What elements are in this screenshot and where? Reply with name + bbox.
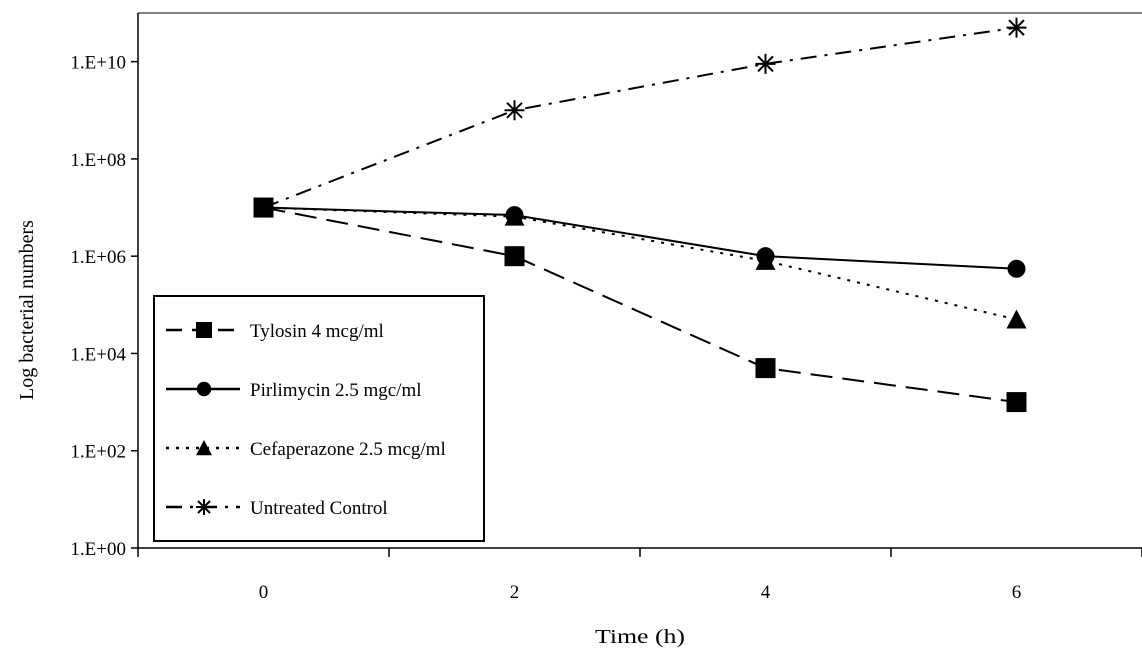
y-axis-title: Log bacterial numbers (16, 220, 38, 400)
series-1 (254, 198, 1026, 278)
triangle-marker (196, 440, 212, 456)
square-marker (196, 322, 212, 338)
y-tick-label: 1.E+06 (70, 247, 126, 268)
square-marker (504, 246, 525, 267)
legend-item: Pirlimycin 2.5 mgc/ml (166, 380, 422, 401)
legend: Tylosin 4 mcg/ml Pirlimycin 2.5 mgc/ml Cef… (153, 295, 485, 542)
x-axis-title: Time (h) (595, 626, 685, 648)
series-line (263, 206, 1017, 270)
asterisk-marker (196, 499, 212, 515)
asterisk-marker (755, 53, 776, 74)
y-tick-label: 1.E+04 (70, 344, 126, 365)
triangle-marker (755, 250, 776, 270)
x-axis-ticks: 0 2 4 6 (137, 548, 1142, 603)
triangle-marker (504, 206, 525, 226)
legend-label: Untreated Control (250, 498, 388, 519)
y-tick-label: 1.E+10 (70, 53, 126, 74)
y-tick-label: 1.E+02 (70, 442, 126, 463)
circle-marker (1007, 259, 1026, 278)
x-tick-label: 2 (510, 582, 520, 603)
y-tick-label: 1.E+00 (70, 539, 126, 560)
legend-item: Cefaperazone 2.5 mcg/ml (166, 439, 446, 460)
triangle-marker (1006, 309, 1027, 329)
series-line (263, 206, 1017, 404)
series-line (263, 26, 1017, 209)
circle-marker (196, 381, 212, 397)
x-tick-label: 6 (1012, 582, 1022, 603)
legend-item: Tylosin 4 mcg/ml (166, 321, 384, 342)
square-marker (755, 358, 776, 379)
y-axis-ticks: 1.E+00 1.E+02 1.E+04 1.E+06 1.E+08 1.E+10 (70, 53, 138, 560)
y-tick-label: 1.E+08 (70, 150, 126, 171)
asterisk-marker (253, 197, 274, 218)
square-marker (1006, 392, 1027, 413)
series-3 (253, 17, 1027, 218)
legend-label: Cefaperazone 2.5 mcg/ml (250, 439, 446, 460)
x-tick-label: 4 (761, 582, 771, 603)
asterisk-marker (504, 100, 525, 121)
x-tick-label: 0 (259, 582, 269, 603)
legend-label: Pirlimycin 2.5 mgc/ml (250, 380, 422, 401)
legend-item: Untreated Control (166, 498, 388, 519)
asterisk-marker (1006, 17, 1027, 38)
legend-label: Tylosin 4 mcg/ml (250, 321, 384, 342)
series-layer (253, 17, 1027, 413)
